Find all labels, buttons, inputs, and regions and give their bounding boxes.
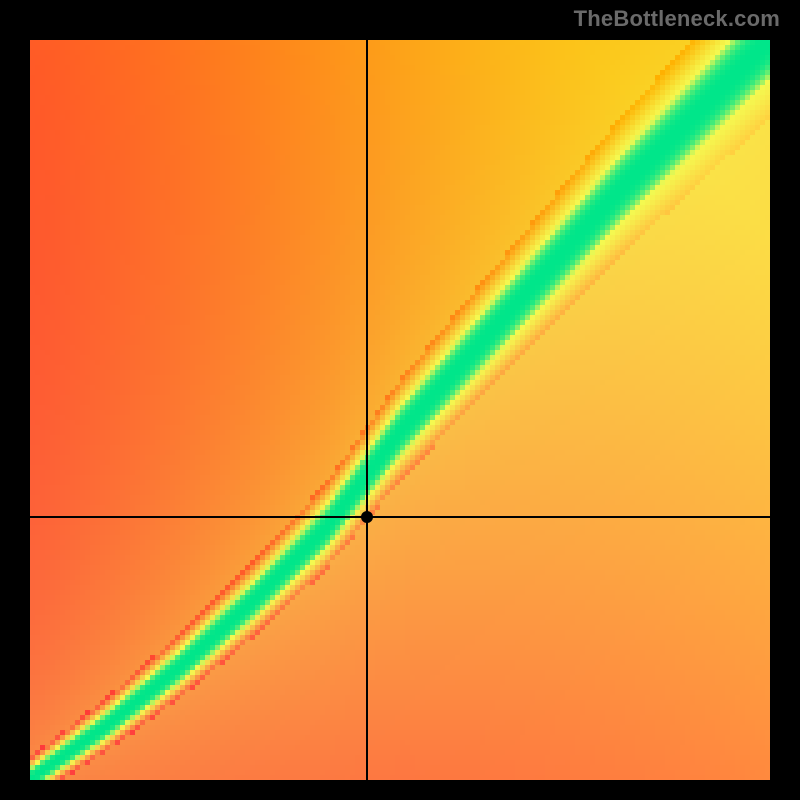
crosshair-vertical (366, 40, 368, 780)
crosshair-horizontal (30, 516, 770, 518)
heatmap-canvas (30, 40, 770, 780)
crosshair-marker (361, 511, 373, 523)
chart-container: TheBottleneck.com (0, 0, 800, 800)
attribution-text: TheBottleneck.com (574, 6, 780, 32)
